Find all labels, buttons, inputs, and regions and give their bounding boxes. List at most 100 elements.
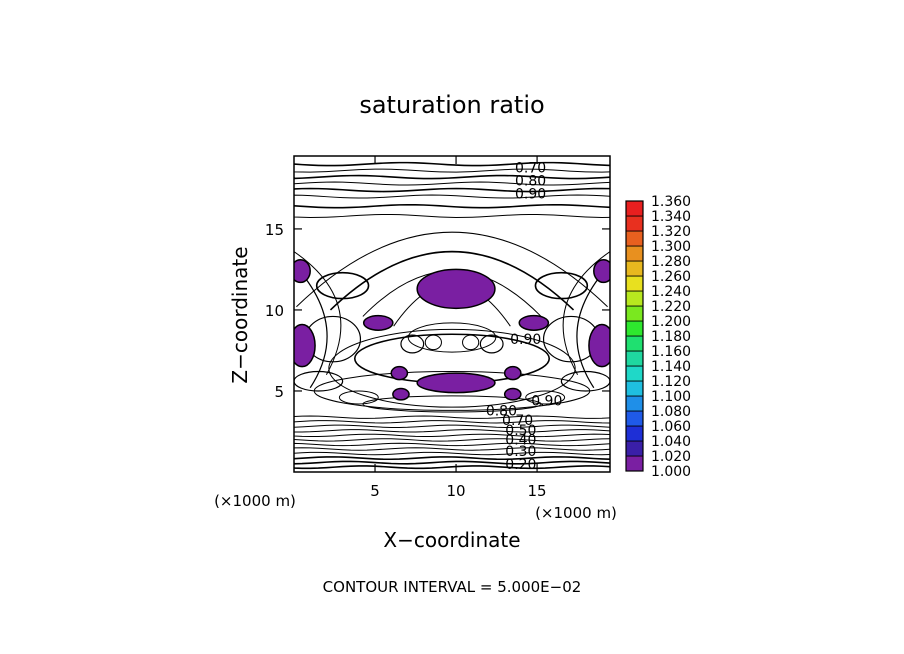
contour-label: 0.70 [502,413,533,429]
contour-line [294,465,610,470]
colorbar-swatch [625,440,644,457]
y-axis-label: Z−coordinate [228,246,252,383]
contour-label: 0.90 [510,332,541,348]
contour-line [329,250,575,311]
colorbar-swatch [625,245,644,262]
chart-title: saturation ratio [359,91,544,119]
colorbar-label: 1.140 [651,359,691,375]
colorbar-label: 1.080 [651,404,691,420]
x-unit-right: (×1000 m) [535,504,617,522]
contour-label: 0.90 [515,186,546,202]
contour-line [294,447,610,451]
supersaturated-region [392,387,410,401]
contour-loop [313,371,591,411]
contour-line [294,187,610,193]
contour-line [294,168,610,173]
colorbar-swatch [625,380,644,397]
colorbar-label: 1.000 [651,464,691,480]
supersaturated-region [588,323,610,368]
contour-label: 0.30 [505,444,536,460]
contour-line [294,429,610,433]
colorbar-label: 1.180 [651,329,691,345]
contour-line [294,442,610,447]
colorbar-label: 1.020 [651,449,691,465]
contour-loop [525,390,566,405]
contour-line [294,161,610,167]
contour-loop [560,370,610,392]
supersaturated-region [390,365,409,381]
colorbar-swatch [625,335,644,352]
colorbar-swatch [625,275,644,292]
colorbar-label: 1.060 [651,419,691,435]
colorbar-swatch [625,350,644,367]
colorbar-label: 1.100 [651,389,691,405]
colorbar-label: 1.260 [651,269,691,285]
x-tick-label: 15 [528,482,547,500]
colorbar-swatch [625,290,644,307]
colorbar-label: 1.120 [651,374,691,390]
y-tick-label: 10 [265,302,284,320]
y-tick-label: 15 [265,221,284,239]
contour-line [294,415,610,419]
y-ticks: 5 10 15 [265,221,610,401]
colorbar-swatch [625,230,644,247]
contour-line [294,433,610,438]
contour-lines [294,161,610,470]
colorbar-label: 1.200 [651,314,691,330]
contour-loop [294,370,344,392]
contour-label: 0.80 [515,173,546,189]
supersaturated-region [362,314,394,331]
colorbar-swatch [625,260,644,277]
colorbar-label: 1.360 [651,194,691,210]
colorbar-label: 1.240 [651,284,691,300]
contour-line [294,456,610,461]
contour-loop [462,334,480,351]
contour-line [294,181,610,186]
contour-loop [328,328,576,408]
colorbar-swatch [625,305,644,322]
colorbar-swatch [625,200,644,217]
colorbar-swatch [625,365,644,382]
supersaturated-region [503,387,522,401]
contour-line [294,203,610,209]
contour-line [294,174,610,180]
supersaturated-region [294,258,311,284]
colorbar-label: 1.320 [651,224,691,240]
x-unit-left: (×1000 m) [214,492,296,510]
colorbar-swatch [625,410,644,427]
colorbar-swatch [625,320,644,337]
contour-label: 0.80 [486,403,517,419]
plot-frame [293,155,611,473]
contour-loop [407,322,497,353]
colorbar: 1.0001.0201.0401.0601.0801.1001.1201.140… [625,194,691,480]
contour-line [294,451,610,456]
contour-line [294,251,342,376]
colorbar-swatch [625,215,644,232]
contour-line [294,213,610,218]
contour-line [294,194,610,199]
contour-loop [424,334,442,351]
supersaturated-regions [294,258,610,401]
contour-label: 0.40 [505,433,536,449]
contour-line [562,251,610,376]
contour-loop [400,334,425,354]
contour-interval-footer: CONTOUR INTERVAL = 5.000E−02 [323,578,582,596]
colorbar-frame [625,200,644,472]
colorbar-label: 1.280 [651,254,691,270]
contour-line [294,424,610,428]
x-ticks: 5 10 15 [370,156,547,500]
colorbar-swatch [625,425,644,442]
contour-line [294,420,610,424]
contour-labels: 0.700.800.900.900.900.800.700.500.400.30… [486,160,563,473]
contour-line [294,438,610,442]
colorbar-swatch [625,455,644,472]
contour-loop [338,390,379,405]
colorbar-label: 1.220 [651,299,691,315]
contour-label: 0.50 [505,423,536,439]
contour-label: 0.70 [515,160,546,176]
colorbar-label: 1.160 [651,344,691,360]
contour-line [294,460,610,465]
supersaturated-region [416,372,496,394]
contour-label: 0.20 [505,457,536,473]
